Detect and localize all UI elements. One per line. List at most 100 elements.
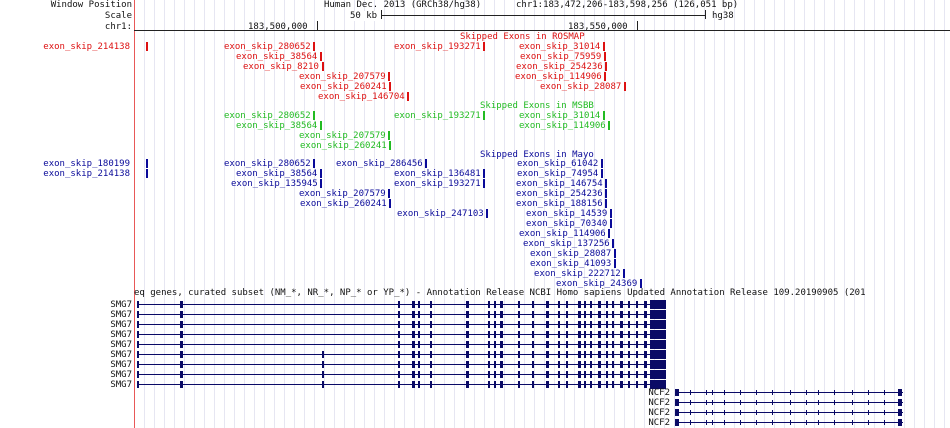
smg7-exon[interactable] (500, 341, 503, 348)
mayo-feature-mark[interactable] (610, 209, 612, 218)
smg7-exon[interactable] (466, 301, 469, 308)
ncf2-exon[interactable] (690, 420, 691, 425)
smg7-exon[interactable] (612, 341, 614, 348)
smg7-exon[interactable] (137, 321, 139, 328)
ncf2-intron-line[interactable] (675, 392, 903, 393)
smg7-exon[interactable] (620, 351, 623, 358)
smg7-exon[interactable] (412, 321, 415, 328)
smg7-exon[interactable] (598, 341, 601, 348)
ncf2-exon[interactable] (740, 420, 741, 425)
smg7-exon[interactable] (500, 311, 503, 318)
smg7-exon[interactable] (518, 381, 520, 388)
mayo-feature-label[interactable]: exon_skip_193271 (394, 179, 481, 189)
smg7-exon[interactable] (590, 311, 592, 318)
mayo-feature-label[interactable]: exon_skip_24369 (556, 279, 638, 289)
smg7-exon[interactable] (466, 321, 469, 328)
rosmap-feature-label[interactable]: exon_skip_146704 (318, 92, 405, 102)
smg7-exon[interactable] (494, 301, 496, 308)
smg7-exon[interactable] (590, 341, 592, 348)
rosmap-feature-label[interactable]: exon_skip_8210 (243, 62, 319, 72)
smg7-exon[interactable] (398, 381, 400, 388)
rosmap-feature-mark[interactable] (389, 82, 391, 91)
ncf2-exon[interactable] (756, 400, 757, 405)
smg7-exon[interactable] (590, 301, 592, 308)
ncf2-exon[interactable] (868, 390, 869, 395)
ncf2-exon[interactable] (772, 410, 773, 415)
smg7-transcript-label[interactable]: SMG7 (110, 350, 132, 360)
ncf2-exon[interactable] (706, 400, 707, 405)
smg7-exon[interactable] (606, 381, 608, 388)
rosmap-feature-mark[interactable] (603, 42, 605, 51)
ncf2-exon[interactable] (806, 410, 807, 415)
smg7-3prime-exon[interactable] (650, 320, 666, 329)
smg7-exon[interactable] (598, 311, 601, 318)
smg7-exon[interactable] (180, 351, 183, 358)
msbb-feature-label[interactable]: exon_skip_207579 (299, 131, 386, 141)
smg7-exon[interactable] (620, 371, 623, 378)
smg7-exon[interactable] (466, 331, 469, 338)
smg7-exon[interactable] (494, 381, 496, 388)
smg7-exon[interactable] (532, 371, 534, 378)
smg7-exon[interactable] (137, 301, 139, 308)
ncf2-exon[interactable] (724, 410, 725, 415)
smg7-exon[interactable] (628, 351, 630, 358)
smg7-exon[interactable] (612, 381, 614, 388)
smg7-transcript-label[interactable]: SMG7 (110, 380, 132, 390)
ncf2-exon[interactable] (852, 400, 853, 405)
smg7-exon[interactable] (430, 321, 432, 328)
rosmap-feature-mark[interactable] (388, 72, 390, 81)
smg7-exon[interactable] (180, 341, 183, 348)
smg7-exon[interactable] (546, 331, 549, 338)
smg7-exon[interactable] (620, 301, 623, 308)
mayo-feature-mark[interactable] (605, 179, 607, 188)
smg7-transcript-label[interactable]: SMG7 (110, 360, 132, 370)
smg7-exon[interactable] (137, 311, 139, 318)
smg7-exon[interactable] (518, 331, 520, 338)
smg7-transcript-label[interactable]: SMG7 (110, 300, 132, 310)
smg7-exon[interactable] (500, 381, 503, 388)
ncf2-exon[interactable] (834, 400, 835, 405)
smg7-exon[interactable] (532, 361, 534, 368)
smg7-exon[interactable] (558, 311, 560, 318)
ncf2-exon[interactable] (756, 390, 757, 395)
msbb-feature-label[interactable]: exon_skip_114906 (519, 121, 606, 131)
smg7-exon[interactable] (636, 331, 638, 338)
smg7-exon[interactable] (644, 331, 647, 338)
rosmap-feature-label[interactable]: exon_skip_193271 (394, 42, 481, 52)
smg7-exon[interactable] (566, 321, 568, 328)
smg7-exon[interactable] (612, 311, 614, 318)
smg7-exon[interactable] (578, 361, 581, 368)
mayo-feature-mark[interactable] (614, 259, 616, 268)
smg7-exon[interactable] (494, 361, 496, 368)
ncf2-exon[interactable] (884, 420, 885, 425)
smg7-exon[interactable] (532, 321, 534, 328)
smg7-exon[interactable] (488, 331, 490, 338)
smg7-exon[interactable] (558, 361, 560, 368)
smg7-exon[interactable] (466, 361, 469, 368)
rosmap-feature-label[interactable]: exon_skip_38564 (236, 52, 318, 62)
ncf2-exon[interactable] (868, 410, 869, 415)
smg7-exon[interactable] (644, 361, 647, 368)
rosmap-feature-mark[interactable] (320, 52, 322, 61)
smg7-exon[interactable] (494, 371, 496, 378)
smg7-exon[interactable] (500, 321, 503, 328)
smg7-transcript-label[interactable]: SMG7 (110, 320, 132, 330)
smg7-exon[interactable] (488, 371, 490, 378)
smg7-exon[interactable] (412, 311, 415, 318)
smg7-exon[interactable] (606, 361, 608, 368)
smg7-intron-line[interactable] (137, 364, 665, 365)
smg7-exon[interactable] (636, 361, 638, 368)
msbb-feature-mark[interactable] (320, 121, 322, 130)
ncf2-exon[interactable] (884, 390, 885, 395)
smg7-exon[interactable] (558, 371, 560, 378)
smg7-3prime-exon[interactable] (650, 370, 666, 379)
ncf2-exon[interactable] (772, 400, 773, 405)
rosmap-feature-mark[interactable] (313, 42, 315, 51)
smg7-exon[interactable] (322, 371, 324, 378)
smg7-exon[interactable] (532, 381, 534, 388)
smg7-transcript-label[interactable]: SMG7 (110, 370, 132, 380)
smg7-exon[interactable] (418, 301, 420, 308)
ncf2-exon[interactable] (898, 409, 902, 416)
rosmap-feature-mark[interactable] (322, 62, 324, 71)
rosmap-feature-label[interactable]: exon_skip_207579 (299, 72, 386, 82)
